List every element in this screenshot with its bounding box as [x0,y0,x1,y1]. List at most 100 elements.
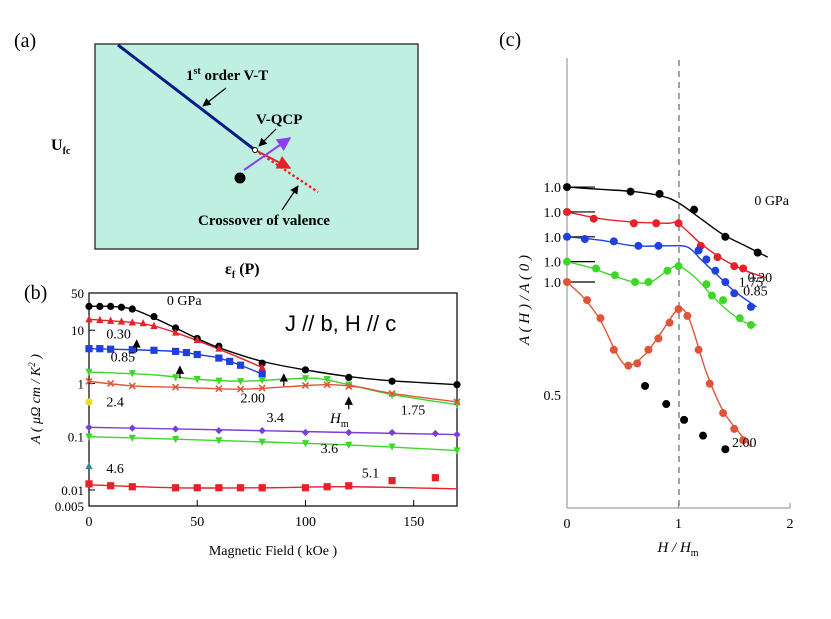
panel-c-point-0-30 [652,219,661,228]
panel-c-point-0-85 [702,255,711,264]
panel-b-point-3-6 [258,438,266,446]
panel-a: (a) 1st order V-T V-QCP Crossover of val… [14,30,419,281]
panel-b-xtick-label: 150 [403,515,424,530]
panel-b-series-label: 3.4 [267,411,285,426]
panel-c-labels: 0 GPa 0.300.851.75 2.00 [732,194,790,451]
panel-b-point-0-30 [96,315,104,324]
panel-b-point-1-75 [388,392,396,400]
panel-b-point-0-gpa [301,366,310,374]
panel-b-point-5-1 [128,483,136,491]
panel-c-point-0-85 [634,241,643,250]
panel-c-point-1-75 [644,278,653,286]
panel-c-point-2-00 [596,314,605,323]
panel-c-point-0-85 [711,266,720,275]
panel-b-point-5-1 [323,483,331,491]
panel-c-point-0-gpa [721,232,730,241]
panel-b-point-0-gpa [171,324,180,332]
panel-b-series-label: 3.6 [321,442,339,457]
panel-b-point-0-30 [117,317,126,325]
red-arrow [254,149,292,169]
panel-b-series-label: 2.00 [241,391,266,406]
panel-b-point-1-75 [85,368,93,376]
panel-b-point-2-00 [215,385,223,393]
panel-c-point-2-00 [665,318,674,327]
panel-c-point-2-00 [739,436,748,445]
panel-c-point-2-00 [624,361,633,370]
panel-c-xlabel: H / Hm [656,540,698,559]
panel-b-point-3-6 [171,435,180,444]
panel-c-xtick-label: 2 [787,517,794,532]
panel-c-point-0-gpa [626,187,635,196]
panel-c-point-2-00 [730,424,739,433]
panel-c: (c) 0 1 2 0.5 1.0 1.0 1.0 1.0 1.0 0 GPa 0.300.851… [499,29,794,559]
panel-b-xtick-label: 100 [295,515,316,530]
panel-c-point-extra-black [662,400,671,409]
panel-b-series-label: 0.30 [106,327,131,342]
panel-b-point-0-30 [171,328,180,336]
panel-b-point-0-gpa [107,302,115,311]
panel-c-point-2-00 [694,345,703,354]
panel-b-point-3-6 [301,440,310,448]
panel-b-point-2-00 [345,382,353,390]
panel-c-point-0-85 [580,235,589,244]
panel-b-point-5-1 [345,482,353,490]
panel-c-ytick-label: 0.5 [544,389,562,404]
panel-b-point-1-75 [345,381,353,389]
panel-c-xtick-label: 1 [675,517,682,532]
panel-b-ylabel: A ( μΩ cm / K2 ) [27,354,44,445]
panel-b-point-3-6 [345,441,353,449]
panel-b-xtick-label: 0 [86,515,93,530]
panel-c-point-extra-black [699,431,708,440]
first-order-label: 1st order V-T [186,66,268,84]
panel-c-point-1-75 [563,257,571,266]
panel-b-point-0-85 [258,370,266,378]
panel-b-point-3-4 [345,428,353,437]
panel-c-ticks: 0 1 2 0.5 1.0 1.0 1.0 1.0 1.0 [544,181,794,532]
panel-b-point-0-85 [215,354,223,362]
panel-c-ref-label: 1.0 [544,206,562,221]
panel-b-point-3-4 [215,427,223,435]
panel-b-point-0-85 [171,347,180,356]
panel-b-ytick-label: 0.01 [61,483,84,498]
first-order-line [117,43,256,152]
panel-b-point-1-75 [171,374,180,382]
panel-b-point-1-75 [215,377,223,385]
panel-b-point-3-4 [431,429,439,438]
panel-b-curve-5-1 [88,484,458,490]
panel-c-ref-label: 1.0 [544,181,562,196]
panel-b-point-0-30 [258,363,266,371]
panel-c-series-label: 0 GPa [754,194,789,209]
panel-b-point-0-85 [150,346,158,354]
panel-b-point-0-30 [215,344,223,352]
qcp-pointer [258,128,277,147]
panel-c-point-1-75 [631,278,640,286]
panel-c-series-label: 0.85 [743,285,768,300]
panel-c-point-0-85 [746,302,755,311]
panel-c-point-2-00 [654,334,663,343]
panel-b-point-2-00 [388,389,396,397]
panel-c-point-2-00 [609,345,618,354]
panel-b-curve-0-30 [88,318,263,369]
panel-b-point-0-30 [193,335,201,344]
panel-c-point-0-30 [739,264,748,273]
panel-b-points [85,302,461,492]
panel-b-ticks: 0 50 100 150 50 10 1 0.1 0.010.005 [55,286,424,530]
panel-b-point-0-gpa [150,313,158,321]
panel-b-point-0-85 [107,345,115,353]
panel-b-point-3-6 [85,433,93,441]
panel-a-box [94,43,419,250]
panel-b-point-1-75 [236,378,245,386]
panel-c-points [563,183,762,454]
panel-c-point-0-30 [563,207,571,216]
panel-b-point-5-1 [171,484,180,492]
qcp-point [252,147,258,153]
panel-c-series-label: 2.00 [732,436,757,451]
panel-c-point-1-75 [719,296,728,305]
panel-a-xlabel: εf (P) [225,261,260,281]
panel-c-point-1-75 [707,291,716,300]
panel-b-curve-0-gpa [88,305,458,386]
panel-b-curves [88,305,458,490]
panel-b-point-0-30 [139,319,147,327]
panel-c-ref-label: 1.0 [544,256,562,271]
panel-b-point-0-30 [150,321,158,330]
